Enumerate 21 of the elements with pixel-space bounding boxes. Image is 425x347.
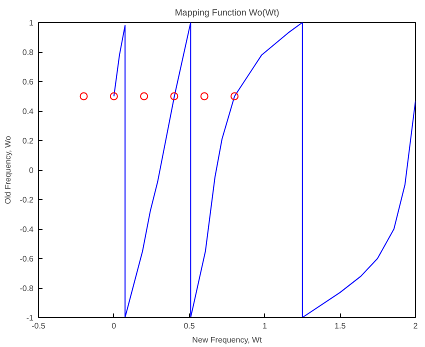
- x-axis-title: New Frequency, Wt: [192, 336, 263, 344]
- y-tick-label: 0.4: [22, 107, 34, 116]
- y-axis-title: Old Frequency, Wo: [4, 135, 13, 204]
- y-tick-label: -0.2: [20, 196, 34, 204]
- y-tick-label: 0: [29, 166, 34, 175]
- x-tick-label: 0.5: [184, 322, 196, 330]
- y-tick-label: -1: [26, 314, 34, 322]
- y-tick-label: -0.6: [20, 254, 34, 264]
- y-tick-label: 0.8: [22, 48, 34, 57]
- y-tick-label: 0.6: [22, 78, 34, 86]
- y-tick-label: -0.4: [20, 225, 34, 234]
- y-tick-label: 1: [29, 18, 34, 28]
- x-tick-label: 2: [413, 322, 418, 330]
- y-tick-label: -0.8: [20, 284, 34, 293]
- x-tick-label: -0.5: [32, 322, 46, 330]
- x-tick-label: 0: [112, 322, 117, 330]
- x-tick-label: 1: [262, 322, 268, 330]
- x-tick-label: 1.5: [334, 322, 346, 330]
- line-series: [113, 22, 416, 318]
- chart-title: Mapping Function Wo(Wt): [174, 8, 280, 18]
- y-tick-label: 0.2: [22, 136, 34, 146]
